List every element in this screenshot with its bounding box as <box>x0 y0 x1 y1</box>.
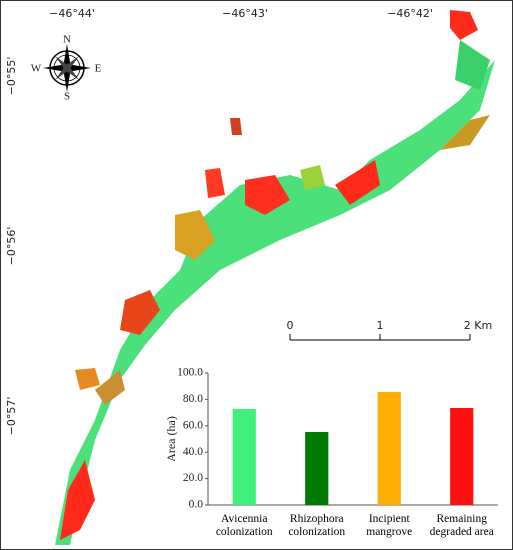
y-tick-label: 40.0 <box>183 446 203 458</box>
lon-label: −46°42' <box>387 7 433 20</box>
lon-label: −46°43' <box>222 7 268 20</box>
lat-label: −0°55' <box>5 57 18 96</box>
scale-label: 0 <box>287 319 294 332</box>
compass-e: E <box>95 63 102 75</box>
y-tick-label: 80.0 <box>183 393 203 405</box>
bar <box>377 392 401 505</box>
y-axis-label: Area (ha) <box>164 416 178 462</box>
x-tick-label: Avicennia colonization <box>215 513 273 538</box>
x-tick-label: Rhizophora colonization <box>288 513 346 538</box>
x-tick-label: Remaining degraded area <box>429 513 494 538</box>
lat-label: −0°57' <box>5 397 18 436</box>
compass <box>43 44 91 92</box>
mangrove-area <box>55 10 495 545</box>
y-tick-label: 20.0 <box>183 472 203 484</box>
bar <box>450 407 474 505</box>
y-tick-label: 100.0 <box>177 367 203 379</box>
lat-label: −0°56' <box>5 227 18 266</box>
x-tick-label: Incipient mangrove <box>366 513 413 538</box>
lon-label: −46°44' <box>49 7 95 20</box>
y-tick-label: 0.0 <box>189 499 204 511</box>
scale-label: 1 <box>377 319 384 332</box>
scale-bar <box>289 334 471 341</box>
y-tick-label: 60.0 <box>183 419 203 431</box>
scale-label: 2 Km <box>464 319 492 332</box>
compass-w: W <box>31 63 42 75</box>
compass-s: S <box>64 91 70 103</box>
bar <box>232 409 256 505</box>
bar <box>305 432 329 505</box>
compass-n: N <box>63 34 71 46</box>
